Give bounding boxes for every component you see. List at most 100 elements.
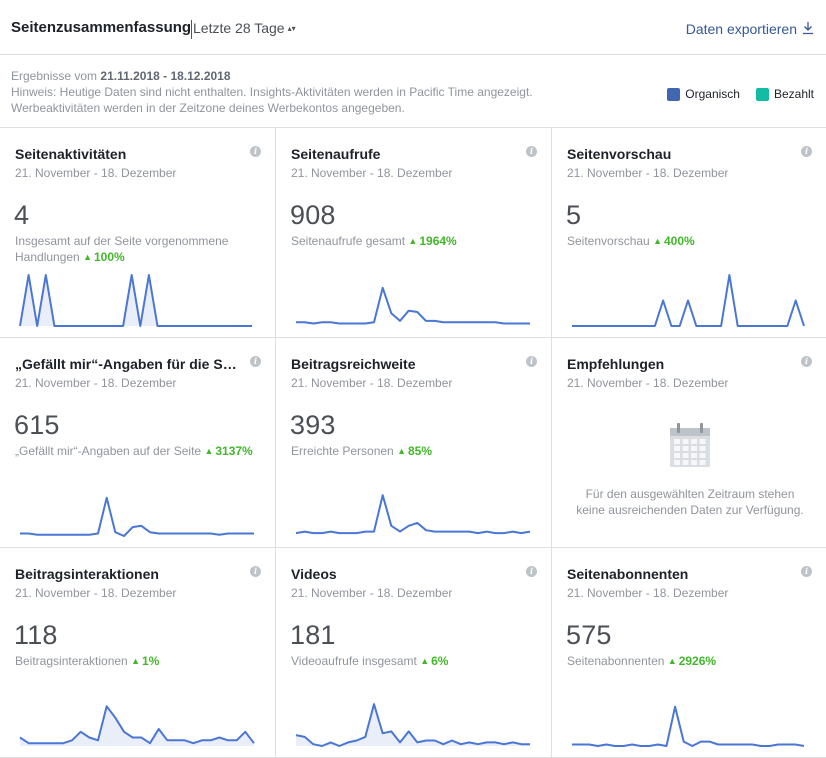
sparkline-series-organic — [19, 705, 255, 745]
info-icon[interactable]: i — [250, 566, 261, 577]
change-value: 1964% — [419, 234, 457, 248]
card-date: 21. November - 18. Dezember — [291, 586, 453, 600]
change-value: 6% — [431, 654, 449, 668]
up-arrow-icon: ▲ — [667, 656, 677, 666]
results-range: 21.11.2018 - 18.12.2018 — [100, 69, 231, 83]
up-arrow-icon: ▲ — [408, 236, 418, 246]
change-indicator: ▲ 2926% — [668, 654, 716, 668]
metric-card-gefällt-mir-angaben-für-die-seite[interactable]: „Gefällt mir“-Angaben für die Seite 21. N… — [0, 338, 276, 548]
card-date: 21. November - 18. Dezember — [567, 376, 729, 390]
card-title: Seitenaktivitäten — [15, 146, 127, 162]
sparkline-series-organic — [295, 703, 530, 747]
sparkline-series-organic — [572, 274, 805, 327]
metric-value: 118 — [14, 620, 58, 650]
metric-label: Seitenvorschau — [567, 234, 650, 248]
sparkline-area — [20, 706, 254, 746]
metric-value: 4 — [14, 200, 30, 230]
metric-label-row: „Gefällt mir“-Angaben auf der Seite ▲ 313… — [15, 443, 255, 460]
metric-value: 615 — [14, 410, 60, 440]
change-indicator: ▲ 3137% — [204, 444, 252, 458]
sparkline-chart — [19, 274, 252, 327]
metric-label: Beitragsinteraktionen — [15, 654, 128, 668]
metric-value: 575 — [566, 620, 612, 650]
card-date: 21. November - 18. Dezember — [291, 376, 453, 390]
date-range-label: Letzte 28 Tage — [193, 20, 285, 36]
legend-item-organisch[interactable]: Organisch — [667, 87, 740, 101]
info-icon[interactable]: i — [526, 146, 537, 157]
sparkline-chart — [19, 705, 255, 746]
metric-card-seitenaktivitäten[interactable]: Seitenaktivitäten 21. November - 18. Deze… — [0, 128, 276, 338]
up-arrow-icon: ▲ — [397, 446, 406, 456]
info-icon[interactable]: i — [526, 566, 537, 577]
info-icon[interactable]: i — [250, 146, 261, 157]
change-value: 3137% — [215, 444, 253, 458]
metric-card-seitenabonnenten[interactable]: Seitenabonnenten 21. November - 18. Dezem… — [552, 548, 826, 758]
metric-label-row: Videoaufrufe insgesamt ▲ 6% — [291, 653, 531, 670]
sparkline-chart — [572, 274, 805, 327]
metric-label: „Gefällt mir“-Angaben auf der Seite — [15, 444, 202, 458]
metric-value: 908 — [290, 200, 336, 230]
metric-label-row: Beitragsinteraktionen ▲ 1% — [15, 653, 255, 670]
metric-value: 181 — [290, 620, 336, 650]
up-arrow-icon: ▲ — [420, 656, 430, 666]
metric-card-seitenaufrufe[interactable]: Seitenaufrufe 21. November - 18. Dezember… — [276, 128, 552, 338]
change-value: 2926% — [678, 654, 717, 668]
metric-label-row: Insgesamt auf der Seite vorgenommene Han… — [15, 233, 255, 266]
sparkline-series-organic — [296, 286, 530, 325]
sparkline-series-organic — [295, 494, 531, 535]
card-date: 21. November - 18. Dezember — [567, 586, 729, 600]
legend-item-bezahlt[interactable]: Bezahlt — [755, 87, 814, 101]
card-date: 21. November - 18. Dezember — [291, 166, 453, 180]
card-title: Empfehlungen — [567, 356, 665, 372]
metric-label: Erreichte Personen — [291, 444, 394, 458]
legend-label: Organisch — [685, 87, 740, 101]
metric-label: Seitenaufrufe gesamt — [291, 234, 406, 248]
legend: Organisch Bezahlt — [667, 87, 814, 101]
sparkline-chart — [295, 494, 531, 535]
change-indicator: ▲ 1% — [131, 654, 159, 668]
sort-caret-icon: ▴▾ — [287, 24, 296, 33]
sparkline-chart — [296, 286, 530, 325]
change-indicator: ▲ 100% — [83, 250, 125, 264]
info-icon[interactable]: i — [801, 566, 812, 577]
change-indicator: ▲ 85% — [397, 444, 432, 458]
metric-label-row: Erreichte Personen ▲ 85% — [291, 443, 531, 460]
top-bar: Seitenzusammenfassung Letzte 28 Tage ▴▾ D… — [0, 0, 826, 55]
info-icon[interactable]: i — [801, 146, 812, 157]
metric-card-empfehlungen[interactable]: Empfehlungen 21. November - 18. Dezember i… — [552, 338, 826, 548]
change-value: 1% — [142, 654, 160, 668]
sparkline-series-organic — [19, 274, 252, 327]
metric-card-beitragsreichweite[interactable]: Beitragsreichweite 21. November - 18. Dez… — [276, 338, 552, 548]
metric-card-seitenvorschau[interactable]: Seitenvorschau 21. November - 18. Dezembe… — [552, 128, 826, 338]
card-date: 21. November - 18. Dezember — [15, 166, 177, 180]
change-indicator: ▲ 1964% — [408, 234, 456, 248]
date-range-dropdown[interactable]: Letzte 28 Tage ▴▾ — [191, 20, 296, 39]
change-value: 400% — [663, 234, 695, 248]
hint-text: Hinweis: Heutige Daten sind nicht enthal… — [11, 85, 533, 115]
card-title: Seitenabonnenten — [567, 566, 689, 582]
metric-card-beitragsinteraktionen[interactable]: Beitragsinteraktionen 21. November - 18. … — [0, 548, 276, 758]
sparkline-area — [296, 704, 530, 746]
metric-card-videos[interactable]: Videos 21. November - 18. Dezember i 181 Vid… — [276, 548, 552, 758]
metric-value: 393 — [290, 410, 336, 440]
metric-label-row: Seitenabonnenten ▲ 2926% — [567, 653, 807, 670]
info-icon[interactable]: i — [250, 356, 261, 367]
card-date: 21. November - 18. Dezember — [567, 166, 729, 180]
card-title: Seitenaufrufe — [291, 146, 381, 162]
card-title: Videos — [291, 566, 337, 582]
metric-label-row: Seitenaufrufe gesamt ▲ 1964% — [291, 233, 531, 250]
download-icon — [803, 22, 813, 35]
export-data-link[interactable]: Daten exportieren — [686, 20, 814, 37]
sparkline-chart — [572, 705, 805, 747]
card-date: 21. November - 18. Dezember — [15, 376, 177, 390]
card-title: „Gefällt mir“-Angaben für die Seite — [15, 356, 240, 372]
sparkline-series-organic — [20, 496, 254, 537]
up-arrow-icon: ▲ — [83, 252, 92, 262]
info-icon[interactable]: i — [526, 356, 537, 367]
info-icon[interactable]: i — [801, 356, 812, 367]
card-title: Beitragsreichweite — [291, 356, 416, 372]
legend-swatch — [667, 87, 681, 101]
change-value: 100% — [94, 250, 125, 264]
up-arrow-icon: ▲ — [204, 446, 214, 456]
metric-label-row: Seitenvorschau ▲ 400% — [567, 233, 807, 250]
